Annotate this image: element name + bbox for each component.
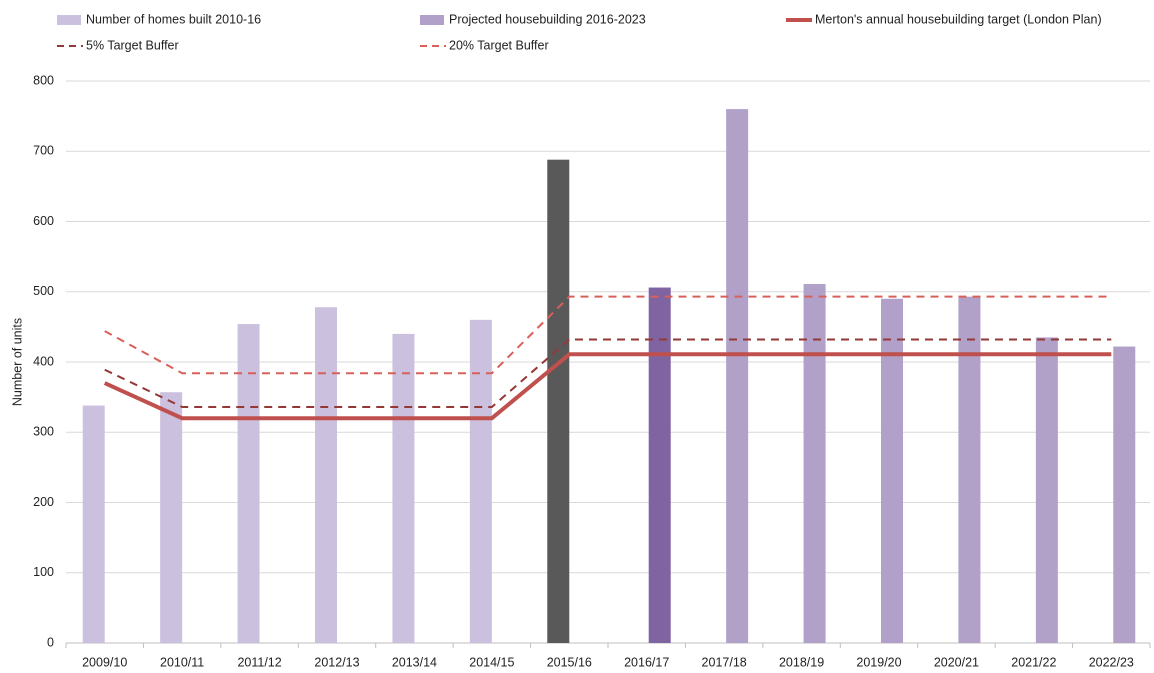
- line-series: [103, 352, 1112, 421]
- y-tick-label: 300: [33, 425, 54, 439]
- bar: [958, 296, 981, 643]
- bar: [160, 392, 183, 643]
- bar: [469, 319, 492, 643]
- y-tick-label: 100: [33, 565, 54, 579]
- bar: [648, 287, 671, 643]
- y-tick-label: 400: [33, 354, 54, 368]
- bar: [547, 159, 570, 643]
- x-tick-label: 2021/22: [1011, 655, 1056, 669]
- bar: [881, 298, 903, 643]
- legend-label: Number of homes built 2010-16: [86, 12, 261, 26]
- x-tick-label: 2020/21: [934, 655, 979, 669]
- bar: [803, 284, 826, 643]
- bar: [392, 333, 415, 643]
- legend-label: Projected housebuilding 2016-2023: [449, 12, 646, 26]
- x-tick-label: 2018/19: [779, 655, 824, 669]
- y-tick-label: 500: [33, 284, 54, 298]
- legend-swatch: [57, 15, 81, 25]
- x-tick-label: 2015/16: [547, 655, 592, 669]
- bar: [726, 109, 749, 644]
- x-tick-label: 2011/12: [237, 655, 281, 669]
- x-tick-label: 2016/17: [624, 655, 669, 669]
- x-tick-label: 2017/18: [702, 655, 747, 669]
- legend-swatch: [420, 15, 444, 25]
- x-tick-label: 2010/11: [160, 655, 204, 669]
- x-tick-label: 2012/13: [314, 655, 359, 669]
- line-series: [104, 338, 1112, 408]
- x-tick-label: 2019/20: [856, 655, 901, 669]
- y-tick-label: 200: [33, 495, 54, 509]
- x-tick-label: 2009/10: [82, 655, 127, 669]
- x-tick-label: 2013/14: [392, 655, 437, 669]
- y-tick-label: 0: [47, 635, 54, 649]
- y-axis-title: Number of units: [10, 318, 24, 406]
- y-tick-label: 800: [33, 73, 54, 87]
- x-tick-label: 2022/23: [1089, 655, 1134, 669]
- bar: [82, 405, 105, 643]
- y-tick-label: 700: [33, 144, 54, 158]
- bar: [237, 324, 260, 643]
- y-tick-label: 600: [33, 214, 54, 228]
- bar: [1113, 346, 1136, 643]
- bar: [1035, 337, 1058, 643]
- legend-label: Merton's annual housebuilding target (Lo…: [815, 12, 1102, 26]
- legend-label: 5% Target Buffer: [86, 38, 179, 52]
- bar: [315, 307, 337, 643]
- legend-label: 20% Target Buffer: [449, 38, 549, 52]
- x-tick-label: 2014/15: [469, 655, 514, 669]
